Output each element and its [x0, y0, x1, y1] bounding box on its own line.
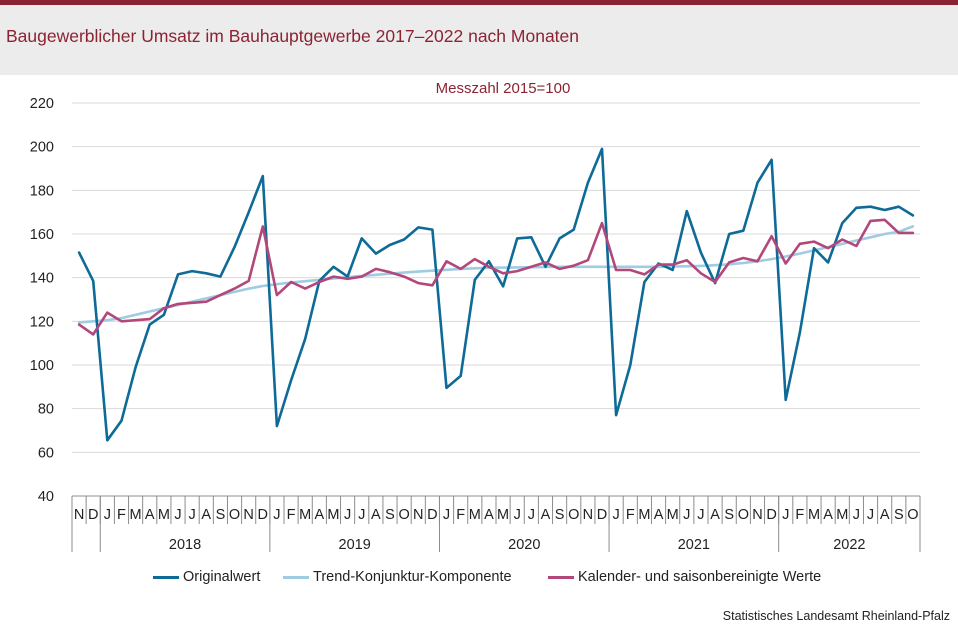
chart-area [0, 69, 958, 628]
x-tick-label: N [752, 507, 762, 523]
x-tick-label: D [766, 507, 776, 523]
legend-item-trend: Trend-Konjunktur-Komponente [283, 569, 512, 585]
x-tick-label: A [484, 507, 494, 523]
x-tick-label: F [117, 507, 126, 523]
x-tick-label: M [667, 507, 679, 523]
x-tick-label: J [528, 507, 535, 523]
legend-swatch-original [153, 575, 179, 579]
x-tick-label: F [795, 507, 804, 523]
x-tick-label: O [738, 507, 749, 523]
x-tick-label: O [229, 507, 240, 523]
y-tick-label: 120 [30, 314, 54, 330]
y-tick-label: 140 [30, 271, 54, 287]
year-label: 2018 [169, 537, 201, 553]
year-label: 2020 [508, 537, 540, 553]
x-tick-label: J [174, 507, 181, 523]
x-tick-label: J [853, 507, 860, 523]
x-tick-label: A [541, 507, 551, 523]
x-tick-label: J [273, 507, 280, 523]
x-tick-label: A [145, 507, 155, 523]
x-tick-label: M [836, 507, 848, 523]
x-tick-label: M [299, 507, 311, 523]
x-tick-label: A [823, 507, 833, 523]
x-tick-label: N [413, 507, 423, 523]
x-tick-label: S [385, 507, 395, 523]
year-label: 2021 [678, 537, 710, 553]
chart-subtitle: Messzahl 2015=100 [435, 80, 571, 97]
header: Baugewerblicher Umsatz im Bauhauptgewerb… [0, 5, 958, 69]
series-line-seasonal [77, 218, 915, 336]
x-tick-label: M [327, 507, 339, 523]
x-tick-label: D [258, 507, 268, 523]
x-tick-label: S [555, 507, 565, 523]
x-tick-label: A [710, 507, 720, 523]
x-tick-label: J [344, 507, 351, 523]
legend-label-trend: Trend-Konjunktur-Komponente [313, 569, 512, 585]
x-tick-label: A [371, 507, 381, 523]
x-tick-label: N [243, 507, 253, 523]
y-tick-label: 100 [30, 358, 54, 374]
legend-label-seasonal: Kalender- und saisonbereinigte Werte [578, 569, 822, 585]
series-line-original [77, 147, 915, 442]
x-tick-label: J [443, 507, 450, 523]
x-tick-label: J [697, 507, 704, 523]
y-tick-label: 160 [30, 227, 54, 243]
x-tick-label: M [469, 507, 481, 523]
x-tick-label: M [158, 507, 170, 523]
top-accent-bar [0, 0, 958, 5]
x-tick-label: D [427, 507, 437, 523]
x-tick-label: J [358, 507, 365, 523]
x-tick-label: J [867, 507, 874, 523]
legend: Originalwert Trend-Konjunktur-Komponente… [0, 569, 958, 589]
x-tick-label: A [201, 507, 211, 523]
legend-item-original: Originalwert [153, 569, 260, 585]
plot-panel [0, 75, 958, 628]
x-tick-label: M [808, 507, 820, 523]
legend-item-seasonal: Kalender- und saisonbereinigte Werte [548, 569, 821, 585]
x-tick-label: M [638, 507, 650, 523]
source-note: Statistisches Landesamt Rheinland-Pfalz [722, 609, 950, 623]
x-tick-label: O [907, 507, 918, 523]
x-tick-label: S [894, 507, 904, 523]
x-tick-label: J [514, 507, 521, 523]
y-tick-label: 80 [38, 402, 54, 418]
y-tick-label: 40 [38, 489, 54, 505]
x-tick-label: F [626, 507, 635, 523]
y-tick-label: 200 [30, 140, 54, 156]
x-tick-label: M [130, 507, 142, 523]
legend-swatch-trend [283, 575, 309, 579]
x-tick-label: S [216, 507, 226, 523]
x-tick-label: N [74, 507, 84, 523]
x-tick-label: F [287, 507, 296, 523]
legend-label-original: Originalwert [183, 569, 261, 585]
x-tick-label: O [568, 507, 579, 523]
x-tick-label: A [880, 507, 890, 523]
year-label: 2019 [339, 537, 371, 553]
y-tick-label: 180 [30, 183, 54, 199]
x-tick-label: A [654, 507, 664, 523]
y-tick-label: 220 [30, 96, 54, 112]
x-tick-label: J [782, 507, 789, 523]
x-tick-label: S [724, 507, 734, 523]
x-tick-label: J [189, 507, 196, 523]
year-label: 2022 [833, 537, 865, 553]
x-tick-label: D [597, 507, 607, 523]
x-tick-label: D [88, 507, 98, 523]
chart-title: Baugewerblicher Umsatz im Bauhauptgewerb… [6, 26, 580, 46]
y-tick-label: 60 [38, 445, 54, 461]
x-tick-label: A [314, 507, 324, 523]
x-tick-label: J [613, 507, 620, 523]
x-tick-label: J [104, 507, 111, 523]
x-tick-label: F [456, 507, 465, 523]
x-tick-label: J [683, 507, 690, 523]
x-tick-label: N [583, 507, 593, 523]
legend-swatch-seasonal [548, 575, 574, 579]
x-tick-label: M [497, 507, 509, 523]
x-tick-label: O [398, 507, 409, 523]
